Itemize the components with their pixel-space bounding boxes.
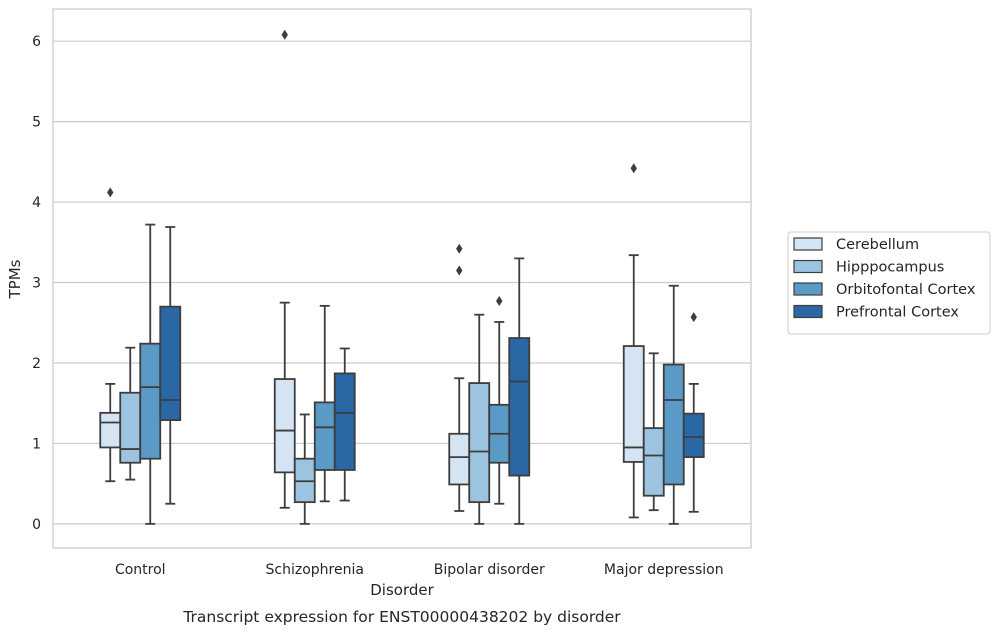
box-3-2 [662,284,685,525]
x-axis-title: Disorder [370,581,434,599]
box-0-1 [119,346,142,481]
box-body [508,337,531,477]
box-body [139,342,162,460]
legend-frame [787,231,991,335]
legend-swatch [793,282,823,296]
box-3-3 [682,312,705,513]
legend: Cerebellum Hipppocampus Orbitofontal Corte… [787,231,991,335]
box-layer [99,29,705,525]
x-tick-label: Control [115,562,166,578]
box-1-2 [313,304,336,503]
box-2-1 [468,313,491,525]
y-tick-label: 1 [32,436,41,452]
outlier-point [281,29,288,40]
outlier-point [630,163,637,174]
x-tick-label: Bipolar disorder [434,562,545,578]
outlier-point [496,296,503,307]
y-tick-label: 4 [32,195,41,211]
y-tick-label: 3 [32,276,41,292]
box-body [273,378,296,474]
box-2-3 [508,257,531,525]
outlier-point [690,312,697,323]
box-body [313,401,336,471]
legend-swatch [793,259,823,274]
chart-caption: Transcript expression for ENST0000043820… [182,608,621,626]
box-body [159,305,182,421]
box-body [682,412,705,458]
legend-label: Orbitofontal Cortex [836,282,976,298]
box-body [119,391,142,464]
box-3-1 [642,352,665,512]
box-1-0 [273,29,296,509]
box-3-0 [622,163,645,519]
box-body [99,411,122,449]
y-tick-label: 2 [32,356,41,372]
box-body [333,372,356,471]
x-tick-labels: Control Schizophrenia Bipolar disorder Majo… [115,562,724,578]
legend-label: Cerebellum [836,237,919,253]
outlier-point [456,243,463,254]
legend-label: Prefrontal Cortex [836,305,959,321]
y-tick-label: 6 [32,34,41,50]
y-tick-label: 5 [32,115,41,131]
legend-swatch [793,237,823,251]
box-0-3 [159,226,182,505]
box-0-2 [139,223,162,525]
box-1-3 [333,347,356,502]
box-body [642,427,665,497]
plot-frame [52,8,752,549]
box-2-2 [488,296,511,505]
legend-swatch [793,304,823,319]
x-tick-label: Major depression [604,562,724,578]
box-0-0 [99,187,122,483]
box-1-1 [293,413,316,525]
y-tick-labels: 0 1 2 3 4 5 6 [32,34,41,533]
outlier-point [107,187,114,198]
x-tick-label: Schizophrenia [266,562,364,578]
box-body [622,345,645,463]
outlier-point [456,265,463,276]
box-body [662,363,685,486]
box-body [468,382,491,504]
y-axis-title: TPMs [6,259,24,299]
y-tick-label: 0 [32,517,41,533]
legend-label: Hipppocampus [836,260,944,276]
box-body [448,432,471,486]
box-2-0 [448,243,471,512]
